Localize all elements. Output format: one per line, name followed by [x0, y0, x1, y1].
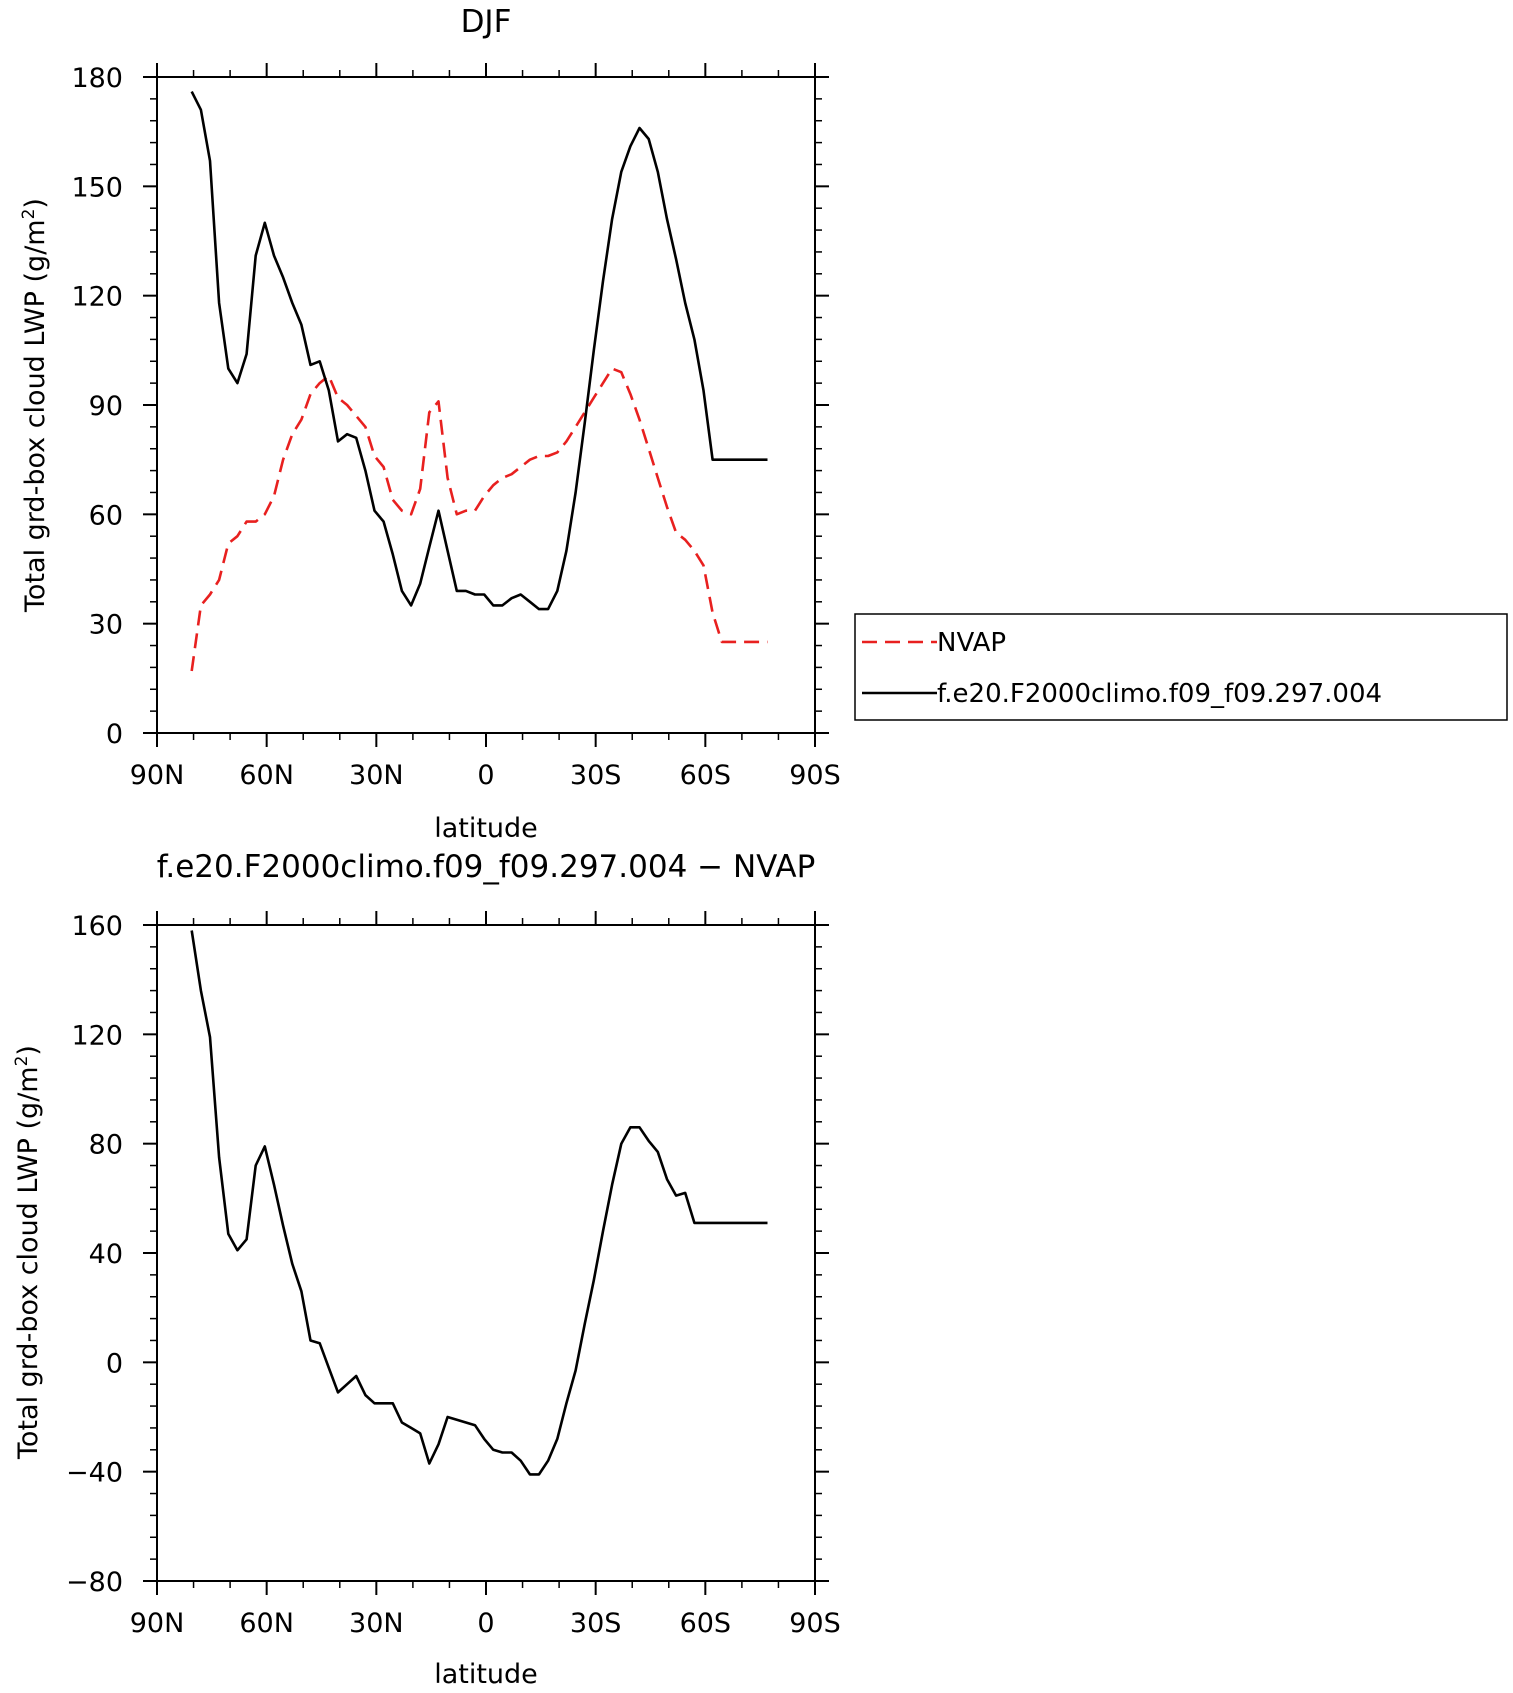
x-tick-label: 90N: [130, 760, 185, 791]
x-tick-label: 0: [477, 760, 494, 791]
y-tick-label: 90: [89, 391, 123, 422]
y-tick-label: 120: [71, 1020, 123, 1051]
y-tick-label: 30: [89, 610, 123, 641]
x-tick-label: 90S: [789, 1608, 841, 1639]
chart-title-difference: f.e20.F2000climo.f09_f09.297.004 − NVAP: [157, 849, 816, 885]
plot-frame: [156, 76, 816, 734]
y-tick-label: −40: [66, 1458, 123, 1489]
x-tick-label: 30N: [349, 1608, 404, 1639]
y-tick-label: 0: [106, 719, 123, 750]
y-tick-label: 150: [71, 172, 123, 203]
y-tick-label: −80: [66, 1567, 123, 1598]
legend-label-nvap: NVAP: [937, 628, 1006, 658]
legend: NVAP f.e20.F2000climo.f09_f09.297.004: [854, 613, 1508, 721]
y-axis-label-top: Total grd-box cloud LWP (g/m2): [19, 198, 51, 613]
y-tick-label: 40: [89, 1239, 123, 1270]
y-tick-label: 160: [71, 911, 123, 942]
y-tick-label: 80: [89, 1130, 123, 1161]
y-axis-label-text: Total grd-box cloud LWP (g/m: [20, 219, 51, 613]
x-tick-label: 30N: [349, 760, 404, 791]
x-tick-label: 90N: [130, 1608, 185, 1639]
y-tick-label: 120: [71, 282, 123, 313]
legend-box: [854, 613, 1508, 721]
series-line-difference: [190, 930, 768, 1476]
y-axis-label-bottom: Total grd-box cloud LWP (g/m2): [12, 1045, 44, 1460]
bottom-panel-difference: f.e20.F2000climo.f09_f09.297.004 − NVAP …: [12, 849, 841, 1690]
svg-text:Total grd-box cloud LWP (g/m2): Total grd-box cloud LWP (g/m2): [19, 198, 51, 613]
x-tick-label: 60N: [239, 760, 294, 791]
y-tick-label: 180: [71, 63, 123, 94]
x-tick-label: 60S: [680, 1608, 732, 1639]
svg-text:Total grd-box cloud LWP (g/m2): Total grd-box cloud LWP (g/m2): [12, 1045, 44, 1460]
series-line-f-e20-f2000climo-f09-f09-297-004: [190, 91, 768, 611]
x-axis-label-top: latitude: [434, 813, 538, 844]
x-tick-label: 60N: [239, 1608, 294, 1639]
x-tick-label: 30S: [570, 760, 622, 791]
y-tick-label: 60: [89, 500, 123, 531]
series-line-nvap: [190, 367, 768, 672]
y-tick-label: 0: [106, 1348, 123, 1379]
x-tick-label: 30S: [570, 1608, 622, 1639]
y-axis-label-close: ): [20, 198, 51, 209]
x-tick-label: 0: [477, 1608, 494, 1639]
y-axis-label-superscript: 2: [19, 209, 39, 220]
top-panel-djf: DJF Total grd-box cloud LWP (g/m2) latit…: [19, 4, 841, 844]
x-tick-label: 90S: [789, 760, 841, 791]
y-axis-label-superscript: 2: [12, 1056, 32, 1067]
chart-title-djf: DJF: [461, 4, 512, 40]
x-axis-label-bottom: latitude: [434, 1659, 538, 1690]
x-tick-label: 60S: [680, 760, 732, 791]
plot-frame: [156, 924, 816, 1582]
y-axis-label-text: Total grd-box cloud LWP (g/m: [13, 1066, 44, 1460]
y-axis-label-close: ): [13, 1045, 44, 1056]
legend-label-model: f.e20.F2000climo.f09_f09.297.004: [937, 679, 1382, 709]
